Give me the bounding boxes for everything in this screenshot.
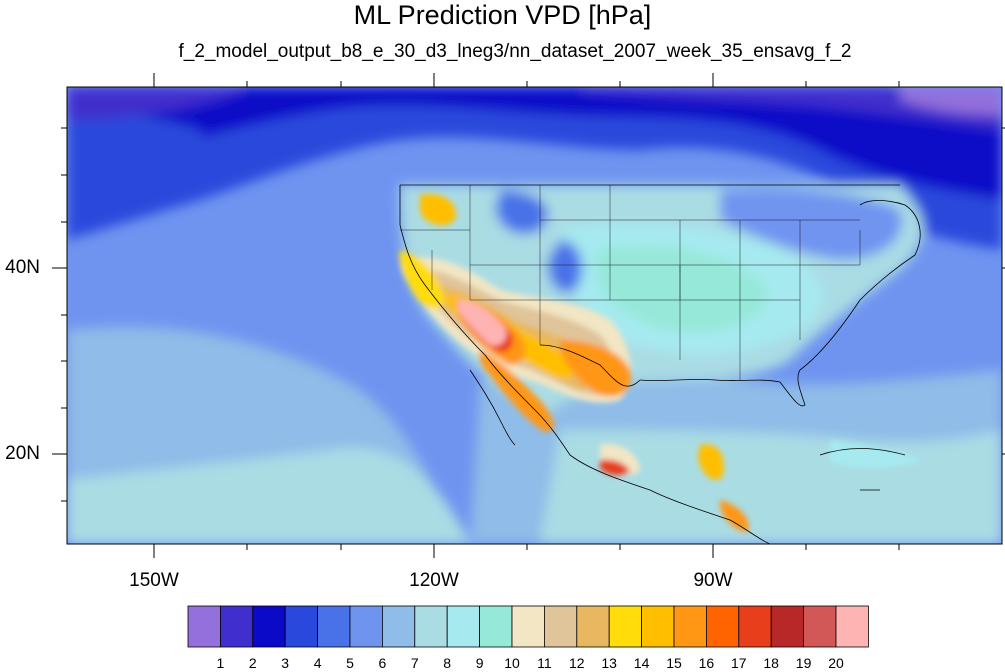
colorbar-swatch xyxy=(706,605,740,648)
colorbar-swatch xyxy=(219,605,254,648)
lat-label-40n: 40N xyxy=(5,257,40,278)
coastlines xyxy=(399,184,921,544)
colorbar-label: 6 xyxy=(378,655,387,671)
colorbar-swatch xyxy=(770,605,805,648)
colorbar-swatch xyxy=(414,605,448,648)
map-subtitle: f_2_model_output_b8_e_30_d3_lneg3/nn_dat… xyxy=(178,41,852,62)
colorbar-swatch xyxy=(252,605,286,648)
colorbar-label: 3 xyxy=(281,655,290,671)
colorbar-swatch xyxy=(187,605,221,648)
colorbar-swatch xyxy=(317,605,351,648)
colorbar-label: 11 xyxy=(537,655,552,671)
colorbar-swatch xyxy=(803,605,837,648)
colorbar-swatch xyxy=(608,605,643,648)
colorbar-label: 1 xyxy=(216,655,225,671)
lon-label-120w: 120W xyxy=(409,570,459,591)
colorbar-swatch xyxy=(446,605,481,648)
colorbar-label: 12 xyxy=(569,655,585,671)
colorbar-label: 5 xyxy=(346,655,354,671)
colorbar-label: 2 xyxy=(248,655,257,671)
map-title: ML Prediction VPD [hPa] xyxy=(353,0,652,30)
colorbar-label: 4 xyxy=(313,655,322,671)
colorbar-swatch xyxy=(511,605,545,648)
colorbar-label: 14 xyxy=(633,655,650,671)
lon-label-90w: 90W xyxy=(693,570,733,591)
colorbar-swatch xyxy=(673,605,707,648)
colorbar-label: 20 xyxy=(828,655,844,671)
colorbar-swatch xyxy=(479,605,513,648)
colorbar-label: 18 xyxy=(763,655,779,671)
lat-label-20n: 20N xyxy=(5,443,40,464)
colorbar-label: 10 xyxy=(504,655,520,671)
colorbar-swatch xyxy=(835,605,869,648)
colorbar-swatch xyxy=(738,605,772,648)
colorbar-swatch xyxy=(381,605,416,648)
colorbar-swatch xyxy=(349,605,383,648)
colorbar-label: 8 xyxy=(443,655,452,671)
colorbar-label: 19 xyxy=(795,655,812,671)
colorbar-swatch xyxy=(576,605,610,648)
colorbar-swatch xyxy=(284,605,319,648)
colorbar-label: 17 xyxy=(731,655,747,671)
lon-label-150w: 150W xyxy=(129,570,179,591)
colorbar-label: 9 xyxy=(475,655,484,671)
state-borders xyxy=(400,185,861,380)
colorbar-label: 13 xyxy=(601,655,617,671)
colorbar-label: 15 xyxy=(666,655,682,671)
colorbar-swatch xyxy=(544,605,578,648)
vpd-field xyxy=(67,87,1002,544)
colorbar xyxy=(187,605,869,648)
colorbar-label: 7 xyxy=(410,655,419,671)
colorbar-label: 16 xyxy=(698,655,715,671)
colorbar-swatch xyxy=(641,605,675,648)
